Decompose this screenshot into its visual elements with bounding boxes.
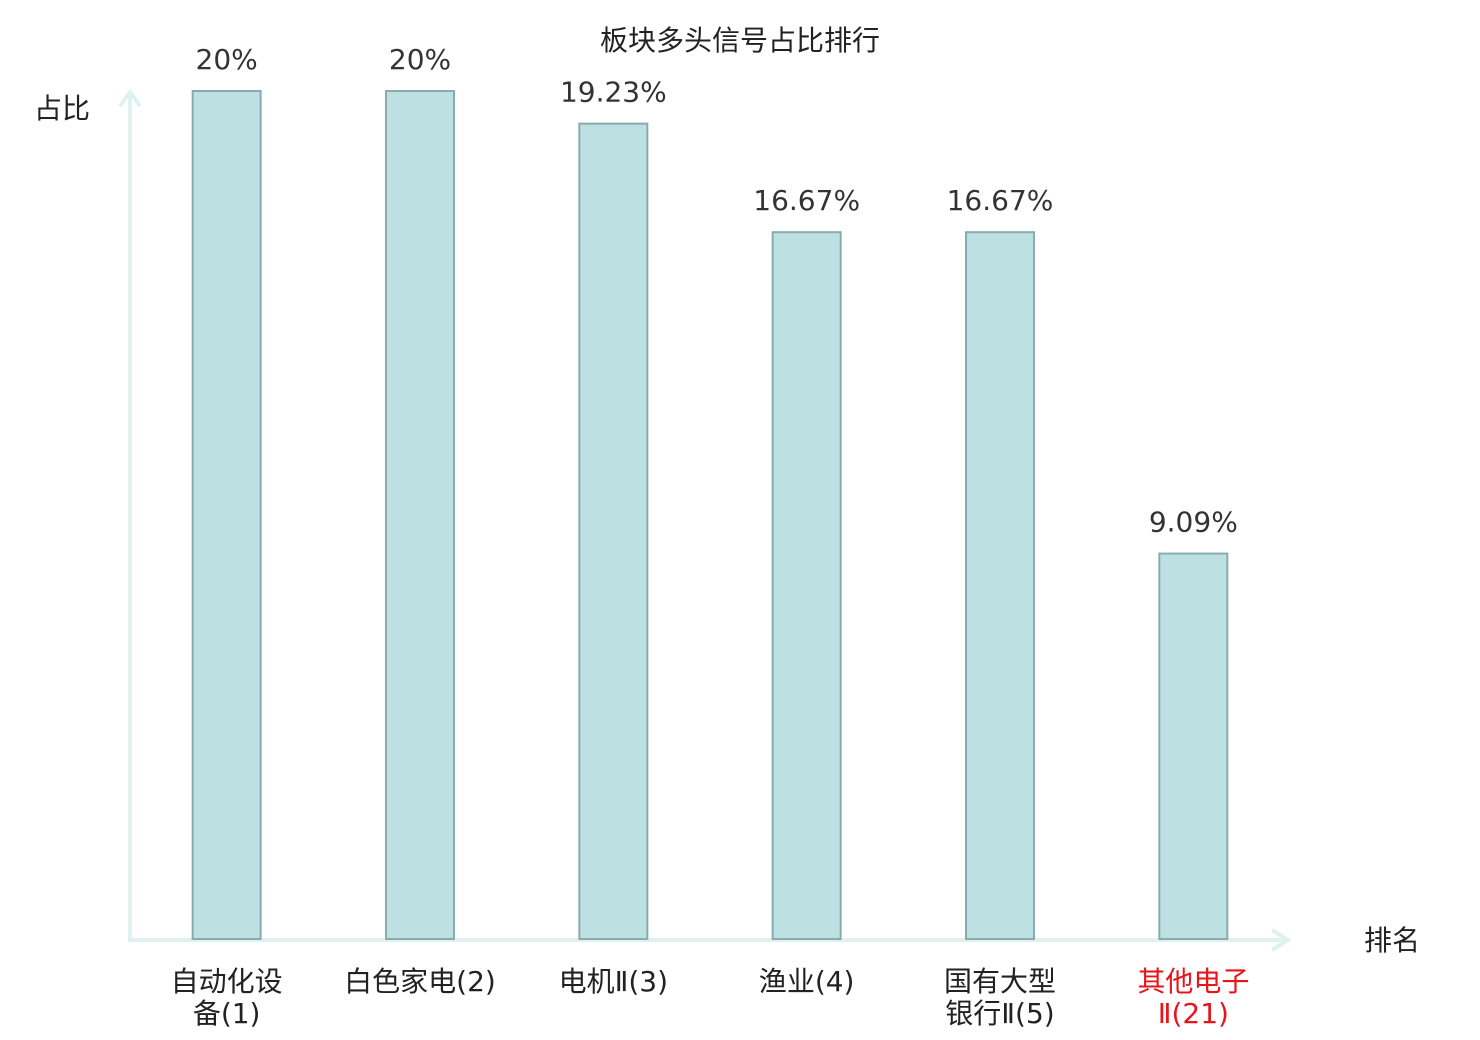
value-label: 16.67% [947,184,1054,217]
value-label: 16.67% [753,184,860,217]
x-arrow [1270,928,1292,952]
x-tick-label: 国有大型 银行Ⅱ(5) [943,965,1056,1030]
bar [965,231,1035,940]
y-arrow [118,88,142,108]
chart-title: 板块多头信号占比排行 [600,24,880,57]
bar [1158,552,1229,940]
x-tick-label: 渔业(4) [758,965,855,998]
value-label: 19.23% [560,76,667,109]
axes [118,88,1292,952]
x-tick-label: 其他电子 Ⅱ(21) [1137,965,1250,1030]
bar [771,231,842,940]
x-tick-label: 白色家电(2) [344,965,496,998]
value-label: 20% [196,43,258,76]
x-tick-label: 自动化设 备(1) [170,965,283,1030]
bar [191,90,262,940]
y-axis-label: 占比 [34,92,90,125]
value-label: 20% [389,43,451,76]
value-label: 9.09% [1149,506,1238,539]
bar [578,122,649,940]
bar [385,90,455,940]
x-tick-label: 电机Ⅱ(3) [558,965,669,998]
x-axis-label: 排名 [1364,924,1420,957]
